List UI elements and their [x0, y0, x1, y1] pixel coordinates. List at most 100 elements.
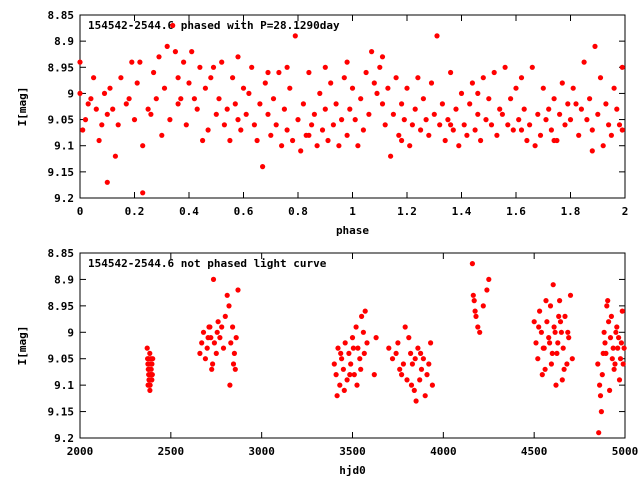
data-point: [148, 372, 154, 378]
data-point: [475, 111, 481, 117]
x-tick-label: 1.4: [452, 205, 472, 218]
data-point: [388, 153, 394, 159]
data-point: [469, 261, 475, 267]
data-point: [88, 96, 94, 102]
data-point: [544, 319, 550, 325]
data-point: [415, 345, 421, 351]
data-point: [134, 80, 140, 86]
x-tick-label: 1.2: [397, 205, 417, 218]
x-axis-label: phase: [336, 224, 369, 237]
data-point: [417, 377, 423, 383]
data-point: [560, 345, 566, 351]
x-axis-label: hjd0: [339, 464, 366, 477]
data-point: [415, 75, 421, 81]
data-point: [562, 313, 568, 319]
data-point: [600, 143, 606, 149]
data-point: [619, 308, 625, 314]
data-point: [592, 43, 598, 50]
data-point: [224, 106, 230, 112]
data-point: [538, 329, 545, 335]
data-point: [210, 361, 216, 367]
data-point: [413, 398, 419, 404]
data-point: [472, 308, 478, 314]
data-point: [616, 122, 623, 128]
data-point: [172, 49, 178, 55]
data-point: [619, 127, 625, 133]
y-tick-label: 9.05: [48, 114, 75, 127]
data-point: [228, 340, 234, 346]
data-point: [458, 90, 465, 96]
y-tick-label: 9.2: [54, 192, 74, 205]
data-point: [540, 85, 546, 91]
data-point: [397, 366, 403, 372]
data-point: [499, 111, 505, 117]
data-point: [360, 329, 366, 335]
data-point: [189, 49, 195, 55]
y-tick-label: 9.05: [48, 353, 75, 366]
data-point: [420, 96, 426, 102]
data-point: [513, 85, 519, 91]
data-point: [409, 361, 415, 367]
data-point: [445, 117, 451, 123]
data-point: [353, 324, 359, 330]
data-point: [147, 387, 153, 393]
plot-frame: [79, 252, 626, 439]
data-point: [230, 75, 236, 81]
data-point: [558, 329, 565, 335]
data-point: [428, 340, 434, 346]
data-point: [379, 54, 386, 60]
data-point: [477, 329, 483, 335]
data-point: [164, 43, 170, 50]
data-point: [556, 313, 562, 319]
data-point: [338, 350, 344, 356]
data-point: [557, 319, 564, 325]
x-tick-label: 3500: [339, 445, 366, 458]
data-point: [618, 340, 625, 346]
data-point: [226, 303, 232, 309]
data-point: [497, 106, 503, 112]
data-point: [131, 117, 138, 123]
data-point: [399, 137, 405, 144]
data-point: [535, 356, 541, 362]
data-point: [254, 137, 260, 144]
data-point: [390, 111, 396, 117]
data-point: [246, 90, 252, 96]
data-point: [265, 69, 271, 76]
data-point: [483, 117, 489, 123]
data-point: [614, 324, 620, 330]
x-tick-label: 1.6: [506, 205, 526, 218]
data-point: [518, 127, 525, 133]
data-point: [527, 122, 533, 128]
data-point: [268, 132, 274, 138]
data-point: [159, 132, 165, 138]
data-point: [146, 366, 152, 372]
data-point: [608, 132, 615, 138]
data-point: [295, 117, 301, 123]
data-point: [502, 64, 508, 70]
data-point: [311, 111, 317, 117]
data-point: [559, 80, 565, 86]
data-point: [595, 361, 601, 367]
data-point: [148, 361, 154, 367]
data-point: [211, 340, 217, 346]
data-point: [322, 64, 328, 70]
data-point: [612, 361, 618, 367]
y-tick-label: 9.1: [54, 379, 74, 392]
data-point: [508, 96, 514, 102]
data-point: [361, 350, 367, 356]
data-point: [230, 324, 236, 330]
data-point: [597, 393, 604, 399]
data-point: [418, 127, 424, 133]
data-point: [379, 101, 386, 107]
data-point: [617, 356, 624, 362]
data-point: [559, 377, 565, 383]
x-tick-label: 3000: [248, 445, 275, 458]
data-point: [210, 64, 217, 70]
data-point: [347, 372, 353, 378]
data-point: [197, 350, 203, 356]
data-points: [144, 261, 627, 436]
data-point: [614, 106, 620, 112]
data-point: [328, 80, 334, 86]
data-point: [235, 54, 241, 60]
